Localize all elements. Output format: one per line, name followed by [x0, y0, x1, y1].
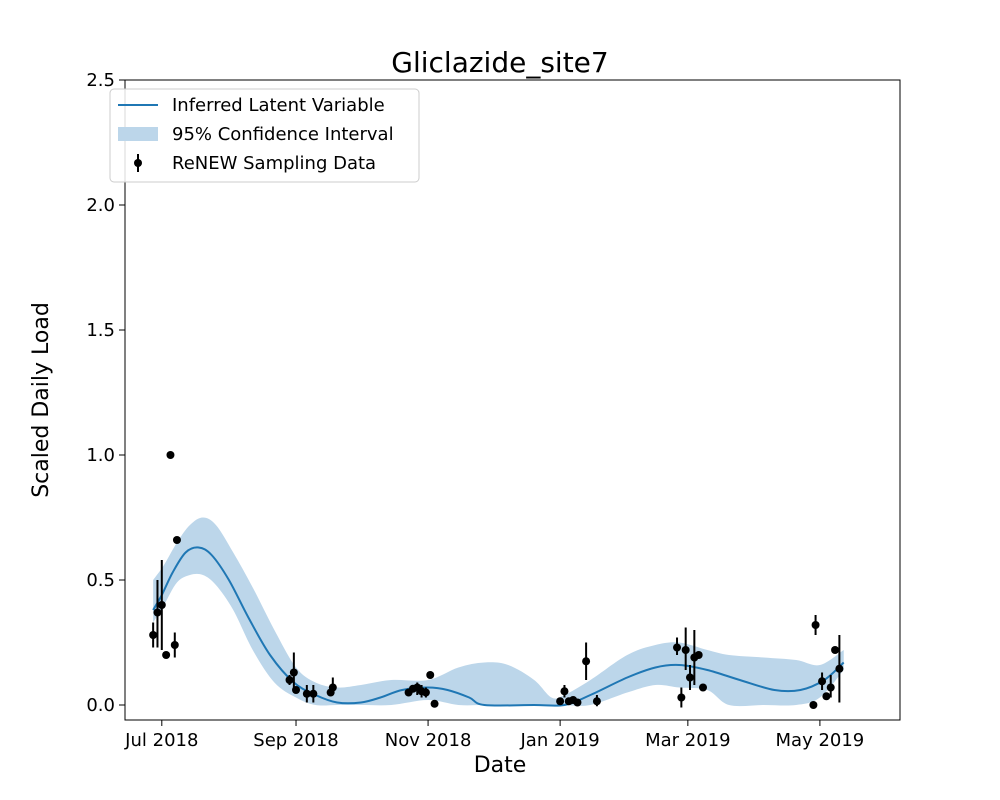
data-point [560, 687, 569, 696]
x-tick-label: May 2019 [776, 730, 865, 751]
x-tick-label: Nov 2018 [385, 730, 472, 751]
data-point [430, 699, 439, 708]
data-point [309, 689, 318, 698]
data-point [162, 651, 171, 659]
data-point [285, 676, 294, 684]
x-axis-ticks: Jul 2018 Sep 2018 Nov 2018 Jan 2019 Mar 2019… [124, 720, 864, 751]
legend-label-data: ReNEW Sampling Data [172, 153, 376, 174]
x-tick-label: Sep 2018 [253, 730, 338, 751]
y-tick-label: 1.5 [86, 320, 115, 341]
data-point [831, 646, 840, 654]
data-point [822, 692, 831, 701]
legend-label-interval: 95% Confidence Interval [172, 124, 394, 145]
data-point [328, 683, 337, 692]
plot-area [149, 451, 845, 709]
x-tick-label: Jan 2019 [519, 730, 599, 751]
y-tick-label: 1.0 [86, 445, 115, 466]
chart-title: Gliclazide_site7 [391, 46, 608, 79]
data-point [292, 686, 301, 694]
legend-point-swatch [134, 159, 142, 167]
legend-band-swatch [118, 127, 158, 141]
y-axis-label: Scaled Daily Load [29, 302, 54, 498]
x-tick-label: Mar 2019 [645, 730, 731, 751]
data-point [153, 608, 162, 617]
data-point [826, 683, 835, 692]
data-point [426, 671, 435, 679]
data-point [421, 688, 430, 697]
confidence-band [153, 517, 844, 707]
data-point [166, 451, 175, 459]
data-point [699, 683, 708, 692]
data-point [681, 646, 690, 654]
data-point [673, 643, 682, 652]
data-point [556, 697, 565, 706]
data-point [302, 689, 311, 698]
legend: Inferred Latent Variable 95% Confidence … [109, 88, 420, 183]
data-point [170, 641, 179, 649]
x-tick-label: Jul 2018 [124, 730, 198, 751]
legend-box [109, 88, 420, 183]
x-axis-label: Date [474, 753, 527, 778]
legend-label-latent: Inferred Latent Variable [172, 95, 385, 116]
data-point [811, 621, 820, 629]
latent-line [152, 546, 845, 707]
data-point [835, 664, 844, 673]
data-point [809, 701, 818, 709]
y-axis-ticks: 0.0 0.5 1.0 1.5 2.0 2.5 [86, 70, 125, 716]
data-point [172, 536, 181, 544]
data-point [818, 677, 827, 686]
data-point [157, 601, 166, 609]
data-point [573, 698, 582, 707]
data-point [592, 697, 601, 706]
y-tick-label: 0.5 [86, 570, 115, 591]
data-point [289, 668, 298, 677]
data-point [686, 673, 695, 682]
plot-frame [124, 79, 901, 721]
data-point [149, 631, 158, 639]
y-tick-label: 0.0 [86, 695, 115, 716]
data-point [677, 693, 686, 702]
data-point [694, 651, 703, 659]
y-tick-label: 2.0 [86, 195, 115, 216]
data-point [582, 657, 591, 666]
y-tick-label: 2.5 [86, 70, 115, 91]
sampling-points [149, 451, 844, 709]
